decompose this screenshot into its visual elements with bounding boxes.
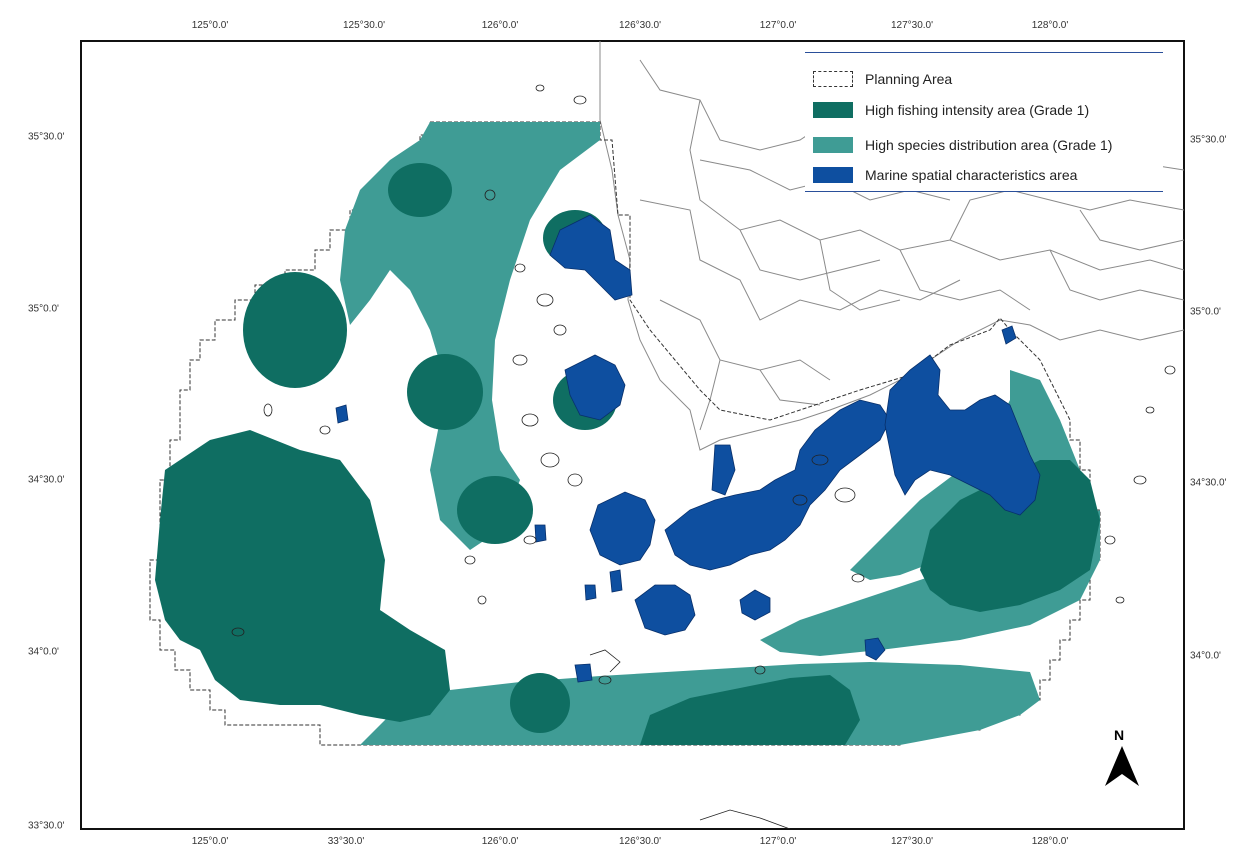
planning-area-outline: [149, 121, 1101, 746]
north-label: N: [1114, 727, 1125, 743]
lon-tick-top: 125°30.0': [342, 20, 386, 31]
lon-tick-top: 126°0.0': [481, 20, 519, 31]
lon-tick-bottom: 126°0.0': [481, 836, 519, 847]
lat-tick-left: 35°30.0': [28, 131, 65, 143]
lon-tick-bottom: 127°30.0': [890, 836, 934, 847]
lat-tick-left: 34°0.0': [28, 646, 59, 658]
legend-item-marine-characteristics: Marine spatial characteristics area: [813, 165, 1077, 185]
lat-tick-left: 33°30.0': [28, 820, 65, 832]
lon-tick-bottom: 128°0.0': [1031, 836, 1069, 847]
lon-tick-top: 127°0.0': [759, 20, 797, 31]
lon-tick-top: 126°30.0': [618, 20, 662, 31]
lat-tick-left: 34°30.0': [28, 474, 65, 486]
north-arrow-icon: [1105, 746, 1139, 786]
fishing-intensity-areas: [155, 163, 1100, 745]
marine-characteristics-areas: [335, 214, 1041, 683]
lon-tick-bottom: 33°30.0': [327, 836, 365, 847]
legend-label: High species distribution area (Grade 1): [865, 137, 1113, 153]
legend-item-planning-area: Planning Area: [813, 69, 952, 89]
planning-area-swatch: [813, 71, 853, 87]
lat-tick-right: 34°0.0': [1190, 650, 1221, 662]
lat-tick-right: 35°30.0': [1190, 134, 1227, 146]
lon-tick-top: 128°0.0': [1031, 20, 1069, 31]
lon-tick-bottom: 126°30.0': [618, 836, 662, 847]
marine-characteristics-swatch: [813, 167, 853, 183]
lon-tick-top: 127°30.0': [890, 20, 934, 31]
legend-item-fishing-intensity: High fishing intensity area (Grade 1): [813, 100, 1089, 120]
fishing-intensity-swatch: [813, 102, 853, 118]
legend-label: High fishing intensity area (Grade 1): [865, 102, 1090, 118]
species-distribution-swatch: [813, 137, 853, 153]
legend-label: Planning Area: [865, 71, 953, 87]
lat-tick-right: 34°30.0': [1190, 477, 1227, 489]
legend-item-species-distribution: High species distribution area (Grade 1): [813, 135, 1112, 155]
lon-tick-bottom: 125°0.0': [191, 836, 229, 847]
lat-tick-left: 35°0.0': [28, 303, 59, 315]
lat-tick-right: 35°0.0': [1190, 306, 1221, 318]
lon-tick-bottom: 127°0.0': [759, 836, 797, 847]
island-outlines: [231, 84, 1176, 829]
map-legend: Planning Area High fishing intensity are…: [805, 52, 1163, 192]
legend-label: Marine spatial characteristics area: [865, 167, 1078, 183]
lon-tick-top: 125°0.0': [191, 20, 229, 31]
